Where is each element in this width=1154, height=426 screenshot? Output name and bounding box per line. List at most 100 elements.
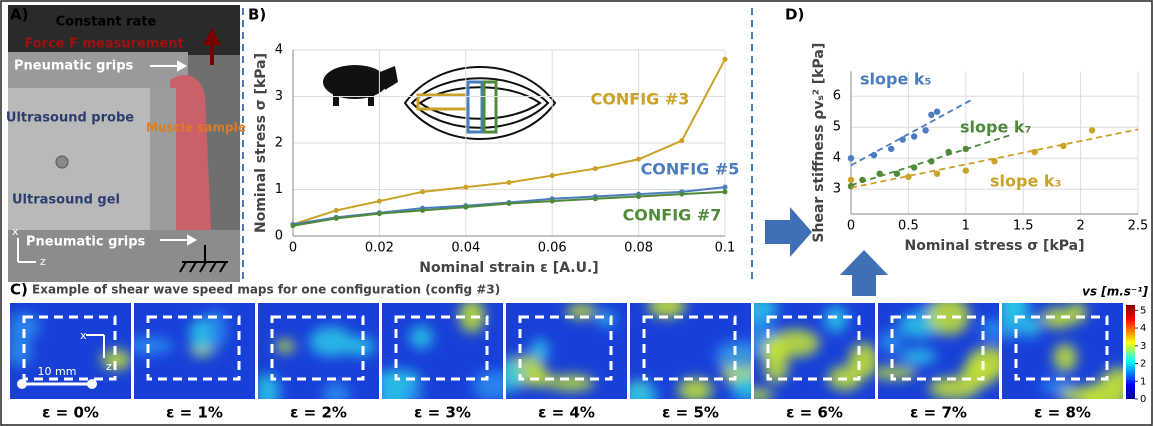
point bbox=[910, 133, 918, 140]
speed-map bbox=[134, 303, 255, 399]
panel-label: D) bbox=[785, 6, 804, 24]
map-blob bbox=[547, 374, 595, 391]
roi bbox=[270, 315, 365, 381]
point bbox=[420, 189, 426, 195]
map-blob bbox=[1053, 343, 1078, 372]
colorbar-tick-label: 2 bbox=[1140, 359, 1146, 370]
y-axis-label: Nominal stress σ [kPa] bbox=[253, 53, 269, 233]
point bbox=[887, 145, 895, 153]
map-blobs bbox=[754, 303, 875, 399]
map-blob bbox=[566, 303, 597, 319]
strain-label: ε = 7% bbox=[910, 404, 967, 422]
legend-label: CONFIG #5 bbox=[641, 160, 740, 179]
x-tick-label: 2 bbox=[1076, 219, 1084, 234]
point bbox=[1088, 127, 1096, 134]
colorbar-tick-label: 5 bbox=[1140, 305, 1146, 316]
speed-map bbox=[754, 303, 875, 399]
map-blob bbox=[754, 388, 774, 399]
legend-label: CONFIG #7 bbox=[623, 206, 722, 225]
strain-label: ε = 0% bbox=[42, 404, 99, 422]
point bbox=[333, 207, 339, 213]
map-blob bbox=[1041, 307, 1075, 329]
arrow-up bbox=[840, 250, 888, 296]
point bbox=[991, 158, 998, 165]
colorbar-tick-label: 0 bbox=[1140, 394, 1146, 405]
roi bbox=[890, 315, 985, 381]
map-blob bbox=[714, 340, 751, 371]
speed-map bbox=[878, 303, 999, 399]
map-blob bbox=[1002, 303, 1031, 316]
y-axis-label: Shear stiffness ρvₛ² [kPa] bbox=[811, 43, 827, 243]
y-tick-label: 3 bbox=[275, 89, 283, 104]
annotation: Pneumatic grips bbox=[14, 59, 134, 74]
point bbox=[1060, 142, 1067, 149]
speed-map bbox=[1002, 303, 1123, 399]
pig-icon bbox=[323, 65, 398, 106]
map-blob bbox=[761, 337, 787, 362]
map-blob bbox=[1040, 378, 1073, 394]
legend-label: slope k₅ bbox=[860, 70, 932, 89]
scale-label: 10 mm bbox=[38, 365, 77, 378]
panel-label: C) bbox=[10, 281, 28, 299]
point bbox=[928, 111, 935, 119]
map-blob bbox=[406, 383, 423, 399]
map-blob bbox=[900, 348, 937, 365]
map-blob bbox=[878, 330, 903, 354]
legend-label: slope k₇ bbox=[960, 118, 1032, 137]
x-tick-label: 0 bbox=[289, 241, 297, 256]
x-tick-label: 1.5 bbox=[1013, 219, 1034, 234]
point bbox=[463, 184, 469, 190]
point bbox=[463, 204, 469, 210]
annotation: Pneumatic grips bbox=[26, 235, 146, 250]
map-blob bbox=[322, 382, 351, 399]
strain-label: ε = 6% bbox=[786, 404, 843, 422]
colorbar bbox=[1126, 305, 1135, 399]
point bbox=[679, 191, 685, 197]
map-blobs bbox=[258, 326, 376, 399]
map-blob bbox=[10, 335, 32, 367]
point bbox=[945, 148, 952, 156]
map-blobs bbox=[1002, 303, 1123, 399]
map-blob bbox=[1067, 303, 1087, 323]
ground bbox=[179, 245, 228, 273]
roi bbox=[1014, 315, 1109, 381]
point bbox=[290, 223, 296, 229]
map-blob bbox=[189, 317, 211, 352]
map-blob bbox=[960, 360, 996, 388]
map-blobs bbox=[10, 313, 131, 370]
arrow-right bbox=[765, 207, 812, 257]
map-blob bbox=[1023, 315, 1041, 338]
point bbox=[933, 108, 941, 115]
map-blob bbox=[472, 370, 503, 399]
point bbox=[592, 196, 598, 202]
point bbox=[899, 136, 906, 143]
point bbox=[376, 211, 382, 217]
point bbox=[722, 184, 728, 190]
colorbar-tick-label: 3 bbox=[1140, 341, 1146, 352]
scale-end bbox=[17, 379, 27, 389]
point bbox=[910, 164, 918, 171]
annotation: Ultrasound probe bbox=[6, 111, 134, 126]
point bbox=[1031, 148, 1038, 156]
map-blob bbox=[824, 305, 848, 333]
colorbar-tick-label: 1 bbox=[1140, 376, 1146, 387]
x-tick-label: 0.04 bbox=[451, 241, 480, 256]
y-tick-label: 4 bbox=[833, 151, 841, 166]
annotation: Constant rate bbox=[56, 15, 157, 30]
point bbox=[549, 173, 555, 179]
point bbox=[847, 176, 855, 184]
x-tick-label: 2.5 bbox=[1128, 219, 1149, 234]
map-blob bbox=[309, 326, 353, 357]
speed-map bbox=[506, 303, 627, 399]
point bbox=[859, 176, 866, 184]
panel-title: Example of shear wave speed maps for one… bbox=[32, 283, 500, 297]
map-blob bbox=[275, 339, 295, 353]
panel-label: B) bbox=[248, 6, 266, 24]
point bbox=[506, 200, 512, 206]
map-blob bbox=[878, 366, 917, 380]
point bbox=[876, 170, 883, 177]
map-blob bbox=[134, 337, 174, 355]
muscle-icon bbox=[403, 66, 557, 140]
axis-letter: x bbox=[80, 329, 87, 342]
